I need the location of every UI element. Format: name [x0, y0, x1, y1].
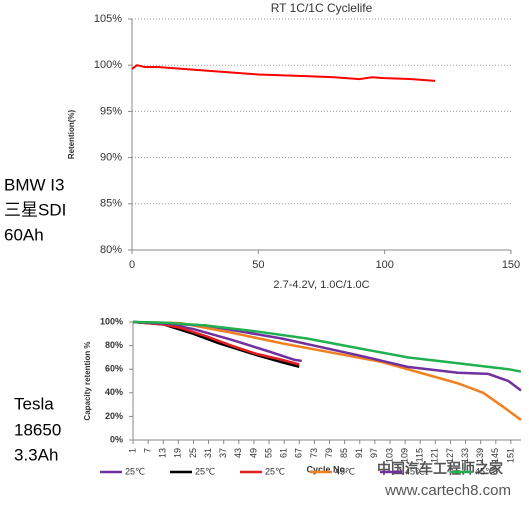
side-label: 三星SDI — [4, 200, 66, 219]
x-tick-label: 50 — [252, 259, 264, 271]
x-tick-label: 49 — [248, 448, 258, 458]
x-tick-label: 13 — [158, 448, 168, 458]
x-tick-label: 150 — [502, 259, 520, 271]
data-line — [132, 320, 522, 392]
data-line — [132, 320, 300, 366]
x-tick-label: 139 — [475, 448, 485, 463]
legend-label: 25℃ — [195, 466, 215, 476]
x-axis-label: 2.7-4.2V, 1.0C/1.0C — [273, 279, 369, 291]
y-tick-label: 90% — [100, 152, 122, 164]
legend-label: 45℃ — [405, 466, 425, 476]
y-tick-label: 20% — [105, 411, 123, 421]
side-label: Tesla — [14, 394, 54, 413]
legend-label: 45℃ — [335, 466, 355, 476]
x-tick-label: 1 — [127, 448, 137, 453]
side-label: 18650 — [14, 420, 61, 439]
x-tick-label: 31 — [203, 448, 213, 458]
y-tick-label: 95% — [100, 105, 122, 117]
x-tick-label: 43 — [233, 448, 243, 458]
y-tick-label: 80% — [105, 340, 123, 350]
x-tick-label: 19 — [173, 448, 183, 458]
x-tick-label: 25 — [188, 448, 198, 458]
watermark: 中国汽车工程师之家 — [377, 461, 504, 477]
watermark: www.cartech8.com — [384, 482, 511, 499]
y-tick-label: 40% — [105, 387, 123, 397]
x-tick-label: 97 — [369, 448, 379, 458]
x-tick-label: 7 — [142, 448, 152, 453]
x-tick-label: 0 — [129, 259, 135, 271]
x-tick-label: 133 — [460, 448, 470, 463]
x-tick-label: 67 — [294, 448, 304, 458]
x-tick-label: 91 — [354, 448, 364, 458]
x-axis-label: Cycle No. — [306, 464, 347, 474]
x-tick-label: 85 — [339, 448, 349, 458]
x-tick-label: 121 — [430, 448, 440, 463]
x-tick-label: 127 — [445, 448, 455, 463]
legend-label: 25℃ — [125, 466, 145, 476]
x-tick-label: 73 — [309, 448, 319, 458]
x-tick-label: 79 — [324, 448, 334, 458]
chart-title: RT 1C/1C Cyclelife — [271, 1, 373, 15]
side-label: 3.3Ah — [14, 445, 58, 464]
side-label: BMW I3 — [4, 175, 64, 194]
x-tick-label: 151 — [505, 448, 515, 463]
y-tick-label: 60% — [105, 364, 123, 374]
side-label: 60Ah — [4, 225, 44, 244]
x-tick-label: 37 — [218, 448, 228, 458]
y-tick-label: 85% — [100, 198, 122, 210]
x-tick-label: 103 — [384, 448, 394, 463]
x-tick-label: 145 — [490, 448, 500, 463]
x-tick-label: 109 — [399, 448, 409, 463]
x-tick-label: 61 — [279, 448, 289, 458]
data-line — [132, 320, 522, 421]
y-tick-label: 80% — [100, 244, 122, 256]
data-line — [132, 320, 522, 373]
y-tick-label: 100% — [94, 59, 122, 71]
y-axis-label: Retention(%) — [67, 110, 76, 160]
x-tick-label: 115 — [415, 448, 425, 462]
legend-label: 45℃ — [475, 466, 495, 476]
y-tick-label: 100% — [100, 316, 123, 326]
y-tick-label: 0% — [110, 434, 123, 444]
x-tick-label: 100 — [375, 259, 393, 271]
y-tick-label: 105% — [94, 13, 122, 25]
y-axis-label: Capacity retention % — [83, 341, 92, 420]
legend-label: 25℃ — [265, 466, 285, 476]
x-tick-label: 55 — [263, 448, 273, 458]
data-line — [131, 64, 436, 82]
